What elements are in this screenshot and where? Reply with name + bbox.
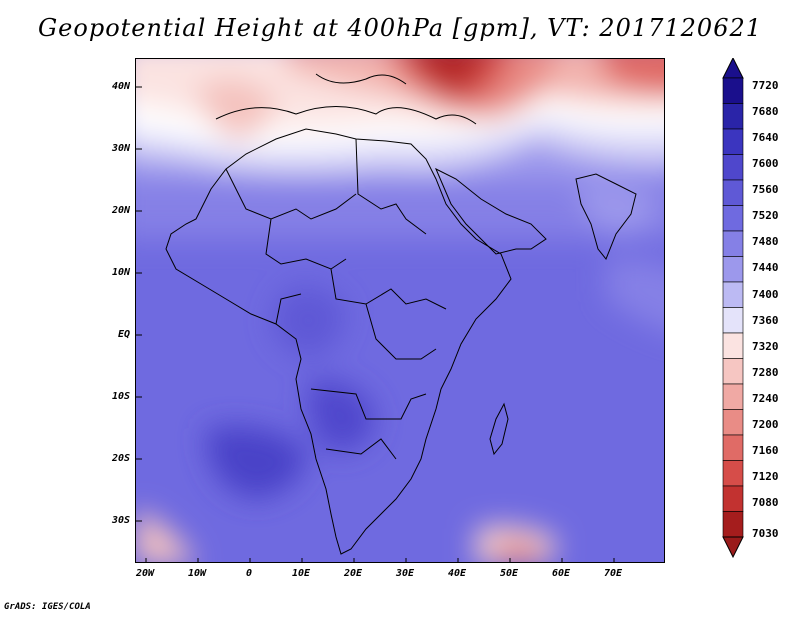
colorbar-cell <box>722 205 744 232</box>
lat-label-eq: EQ <box>117 329 130 340</box>
colorbar-cell <box>722 103 744 130</box>
map-panel <box>135 58 665 563</box>
lon-label-10w: 10W <box>187 568 207 579</box>
colorbar-label: 7200 <box>752 418 779 431</box>
lon-label-30e: 30E <box>395 568 415 579</box>
geopotential-map <box>136 59 664 562</box>
colorbar-label: 7030 <box>752 527 779 540</box>
colorbar-cell <box>722 307 744 334</box>
lat-label-30n: 30N <box>111 143 130 154</box>
axis-ticks <box>136 86 615 562</box>
colorbar-cell <box>722 409 744 436</box>
colorbar-cell <box>722 511 744 538</box>
lon-label-20e: 20E <box>343 568 363 579</box>
lon-label-20w: 20W <box>135 568 155 579</box>
colorbar-label: 7680 <box>752 105 779 118</box>
colorbar-cell <box>722 256 744 283</box>
colorbar-cell <box>722 358 744 385</box>
coastlines <box>165 73 637 555</box>
lat-label-30s: 30S <box>111 515 130 526</box>
lon-label-60e: 60E <box>551 568 571 579</box>
colorbar-label: 7320 <box>752 340 779 353</box>
colorbar-label: 7640 <box>752 131 779 144</box>
colorbar-cell <box>722 128 744 155</box>
colorbar-cell <box>722 77 744 104</box>
colorbar-label: 7120 <box>752 470 779 483</box>
field-contours <box>136 59 664 562</box>
footer-credit: GrADS: IGES/COLA <box>4 602 91 612</box>
colorbar-bottom-arrow <box>722 536 744 558</box>
colorbar-label: 7080 <box>752 496 779 509</box>
colorbar-label: 7280 <box>752 366 779 379</box>
colorbar-top-arrow <box>722 58 744 79</box>
lat-label-20s: 20S <box>111 453 130 464</box>
lon-label-40e: 40E <box>447 568 467 579</box>
lon-label-0: 0 <box>245 568 253 579</box>
colorbar-label: 7440 <box>752 261 779 274</box>
colorbar-cell <box>722 485 744 512</box>
colorbar-cell <box>722 332 744 359</box>
colorbar-label: 7720 <box>752 79 779 92</box>
lat-label-40n: 40N <box>111 81 130 92</box>
colorbar-cell <box>722 434 744 461</box>
colorbar-cell <box>722 154 744 181</box>
colorbar-label: 7600 <box>752 157 779 170</box>
chart-title: Geopotential Height at 400hPa [gpm], VT:… <box>38 14 762 42</box>
lat-label-10n: 10N <box>111 267 130 278</box>
colorbar-cell <box>722 179 744 206</box>
colorbar-cell <box>722 281 744 308</box>
colorbar-label: 7480 <box>752 235 779 248</box>
colorbar-label: 7240 <box>752 392 779 405</box>
lat-label-10s: 10S <box>111 391 130 402</box>
colorbar-label: 7520 <box>752 209 779 222</box>
lon-label-70e: 70E <box>603 568 623 579</box>
colorbar-cell <box>722 460 744 487</box>
colorbar-label: 7160 <box>752 444 779 457</box>
colorbar-label: 7560 <box>752 183 779 196</box>
colorbar <box>722 58 744 558</box>
lon-label-10e: 10E <box>291 568 311 579</box>
colorbar-cell <box>722 383 744 410</box>
colorbar-label: 7400 <box>752 288 779 301</box>
colorbar-cells <box>722 77 744 538</box>
lat-label-20n: 20N <box>111 205 130 216</box>
lon-label-50e: 50E <box>499 568 519 579</box>
colorbar-label: 7360 <box>752 314 779 327</box>
colorbar-cell <box>722 230 744 257</box>
